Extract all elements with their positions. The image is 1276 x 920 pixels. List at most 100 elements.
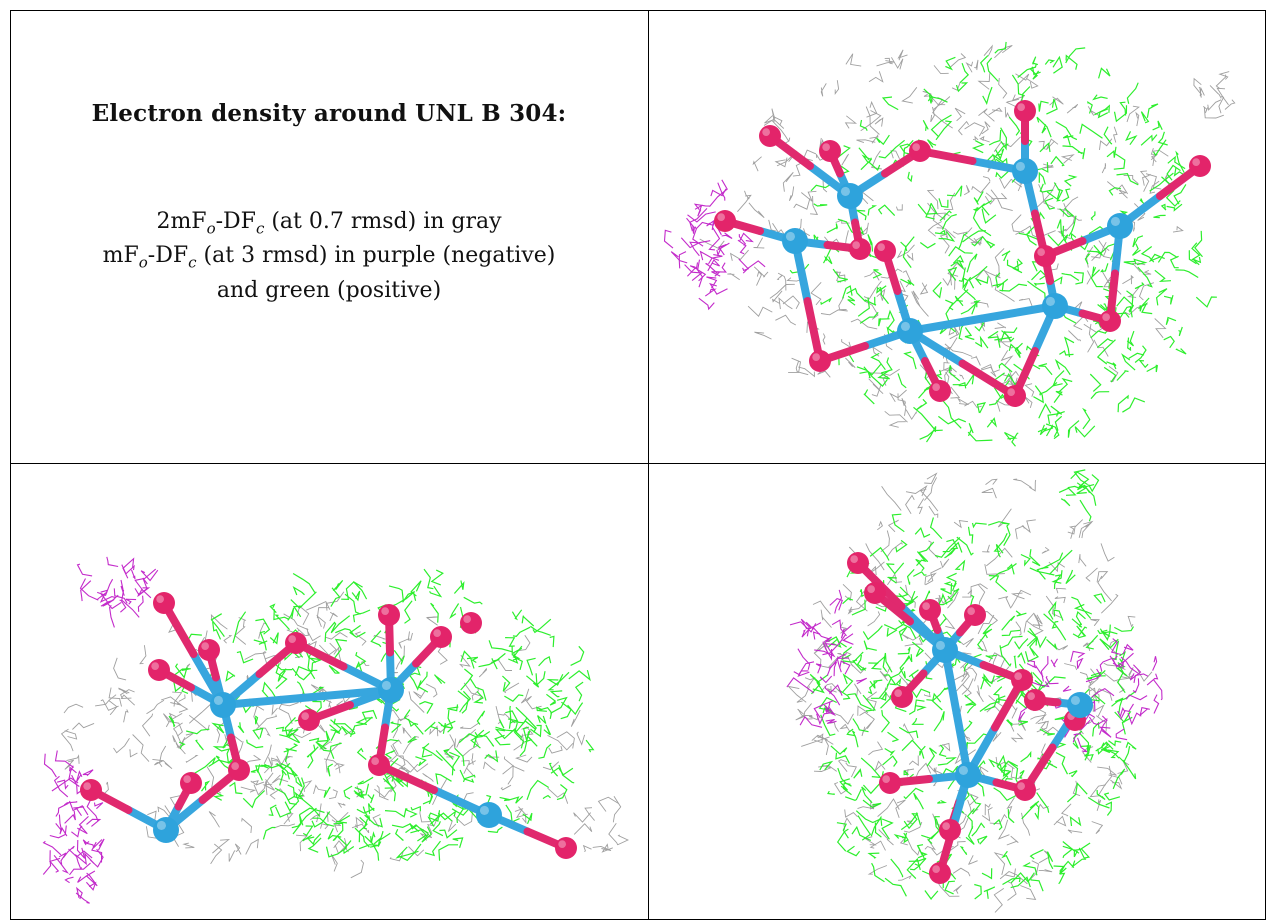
gray-density-mesh-segment — [895, 799, 906, 818]
gray-density-mesh-segment — [944, 227, 956, 239]
green-positive-mesh-segment — [1128, 352, 1145, 359]
grid-horizontal-divider — [10, 463, 1266, 464]
green-positive-mesh-segment — [971, 822, 986, 837]
oxygen-atom-sphere — [1189, 155, 1211, 177]
gray-density-mesh-segment — [986, 547, 1013, 567]
green-positive-mesh-segment — [836, 828, 849, 852]
green-positive-mesh-segment — [993, 787, 1018, 802]
green-positive-mesh-segment — [530, 724, 542, 738]
green-positive-mesh-segment — [434, 674, 446, 684]
green-positive-mesh-segment — [999, 760, 1019, 772]
green-positive-mesh-segment — [383, 772, 396, 802]
green-positive-mesh-segment — [988, 575, 1008, 593]
purple-negative-mesh-segment — [812, 631, 821, 640]
gray-density-mesh-segment — [914, 762, 932, 781]
gray-density-mesh-segment — [764, 115, 785, 129]
oxygen-atom — [939, 819, 961, 841]
gray-density-mesh-segment — [238, 617, 247, 628]
green-positive-mesh-segment — [1121, 353, 1136, 371]
gray-density-mesh-segment — [331, 819, 342, 833]
green-positive-mesh-segment — [937, 592, 948, 608]
green-positive-mesh-segment — [395, 846, 419, 859]
gray-density-mesh-segment — [456, 728, 476, 748]
gray-density-mesh-segment — [163, 713, 172, 728]
green-positive-mesh-segment — [215, 755, 232, 771]
purple-negative-mesh-side-segment — [69, 766, 77, 774]
gray-density-mesh-fragment-segment — [1203, 105, 1209, 114]
purple-negative-mesh-right-segment — [1072, 733, 1082, 743]
green-positive-mesh-segment — [333, 835, 348, 846]
green-positive-mesh-segment — [972, 206, 992, 237]
purple-negative-mesh-side-segment — [77, 815, 89, 835]
gray-density-mesh-segment — [120, 694, 136, 706]
green-positive-mesh-segment — [1044, 59, 1056, 65]
gray-density-mesh-segment — [923, 692, 931, 698]
oxygen-atom-highlight — [912, 143, 920, 151]
green-positive-mesh-segment — [494, 728, 516, 740]
purple-negative-mesh-side-segment — [86, 818, 102, 827]
metal-atom-highlight — [840, 186, 850, 196]
oxygen-atom — [849, 238, 871, 260]
metal-atom-sphere — [153, 817, 179, 843]
purple-negative-mesh-side-segment — [43, 753, 57, 778]
green-positive-mesh-segment — [548, 762, 559, 777]
bond — [303, 686, 395, 702]
gray-density-mesh-segment — [933, 65, 949, 75]
gray-density-mesh-fragment — [1193, 71, 1236, 119]
oxygen-atom — [153, 592, 175, 614]
metal-atom-sphere — [932, 637, 958, 663]
green-positive-mesh-segment — [336, 814, 351, 824]
green-positive-mesh-segment — [986, 417, 998, 428]
green-positive-mesh-segment — [253, 630, 266, 645]
gray-density-mesh-segment — [1029, 479, 1037, 492]
oxygen-atom-highlight — [894, 689, 902, 697]
gray-density-mesh-segment — [859, 711, 875, 729]
green-positive-mesh-segment — [308, 737, 329, 743]
green-positive-mesh-segment — [947, 588, 960, 601]
green-positive-mesh-segment — [549, 690, 563, 698]
green-positive-mesh-segment — [1095, 242, 1118, 254]
green-positive-mesh-segment — [903, 770, 910, 776]
green-positive-mesh-segment — [547, 671, 570, 691]
gray-density-mesh-segment — [1092, 704, 1105, 717]
purple-negative-mesh-side-segment — [42, 850, 52, 875]
green-positive-mesh-segment — [913, 792, 924, 810]
gray-density-mesh-segment — [882, 375, 888, 386]
green-positive-mesh-segment — [1138, 359, 1149, 369]
green-positive-mesh-segment — [324, 621, 337, 643]
gray-density-mesh-segment — [763, 108, 776, 126]
panel-top-right — [650, 11, 1265, 462]
green-positive-mesh-segment — [501, 675, 511, 692]
green-positive-mesh-segment — [1114, 626, 1135, 632]
gray-density-mesh-segment — [159, 745, 167, 767]
gray-density-mesh-segment — [129, 749, 138, 758]
purple-negative-mesh-side-segment — [74, 852, 95, 866]
purple-negative-mesh-side-segment — [55, 814, 63, 832]
green-positive-mesh-segment — [515, 706, 537, 733]
oxygen-atom — [148, 659, 170, 681]
purple-negative-mesh-segment — [140, 569, 159, 582]
oxygen-atom — [368, 754, 390, 776]
green-positive-mesh-segment — [905, 590, 916, 607]
green-positive-mesh-segment — [470, 731, 481, 749]
green-positive-mesh-segment — [878, 139, 905, 159]
caption-line-1: 2mFo-DFc (at 0.7 rmsd) in gray — [10, 208, 648, 242]
green-positive-mesh-segment — [983, 886, 996, 899]
green-positive-mesh-segment — [352, 581, 368, 600]
gray-density-mesh-segment — [108, 687, 122, 707]
purple-negative-mesh-right-segment — [1050, 658, 1058, 668]
green-positive-mesh-segment — [1146, 103, 1159, 118]
green-positive-mesh-segment — [394, 828, 404, 842]
gray-density-mesh-segment — [977, 614, 995, 635]
gray-density-mesh-segment — [1055, 587, 1067, 594]
green-positive-mesh-segment — [1057, 377, 1073, 394]
gray-density-mesh-segment — [241, 817, 252, 834]
gray-density-mesh-segment — [939, 233, 950, 254]
green-positive-mesh-segment — [294, 665, 318, 677]
oxygen-atom-sphere — [1014, 779, 1036, 801]
green-positive-mesh-segment — [252, 727, 264, 740]
green-positive-mesh-segment — [897, 373, 907, 389]
green-positive-mesh-segment — [927, 830, 939, 845]
green-positive-mesh-segment — [1004, 431, 1018, 441]
gray-density-mesh-segment — [822, 333, 826, 345]
